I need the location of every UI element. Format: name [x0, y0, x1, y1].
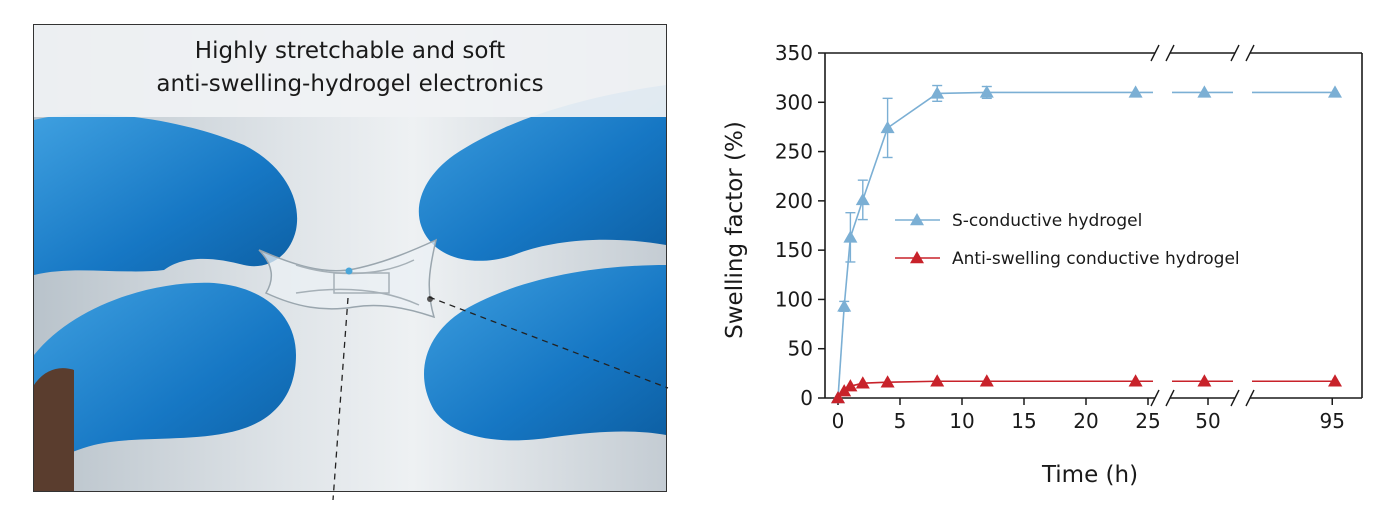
series-line-segment: [887, 92, 938, 129]
sensor-dot-blue: [345, 267, 353, 275]
data-point-marker: [979, 374, 994, 387]
series-s-conductive: [831, 84, 1342, 404]
y-axis-title: Swelling factor (%): [722, 121, 748, 339]
data-point-marker: [930, 86, 945, 99]
y-tick-label: 350: [775, 41, 813, 65]
y-tick-label: 300: [775, 90, 813, 114]
photo-title-banner: [34, 25, 666, 117]
data-point-marker: [1128, 85, 1143, 98]
y-tick-label: 50: [788, 337, 813, 361]
data-point-marker: [843, 230, 858, 243]
data-point-marker: [855, 376, 870, 389]
x-tick-label: 5: [894, 409, 907, 433]
series-line-segment: [837, 306, 845, 399]
x-axis-title: Time (h): [1041, 462, 1138, 488]
y-tick-label: 150: [775, 238, 813, 262]
y-axis: 0 50 100 150 200 250 300 350: [775, 41, 825, 410]
data-point-marker: [1328, 85, 1342, 98]
legend: S-conductive hydrogel Anti-swelling condu…: [895, 211, 1240, 269]
leader-line-down: [332, 297, 349, 501]
series-line-segment: [937, 91, 987, 95]
series-layer: [831, 84, 1342, 404]
photo-title: Highly stretchable and soft anti-swellin…: [34, 35, 666, 101]
axis-break-mark: [1245, 44, 1255, 62]
axis-break-mark: [1150, 389, 1160, 407]
y-tick-label: 200: [775, 189, 813, 213]
leader-line-right: [428, 296, 669, 389]
x-axis: 0 5 10 15 20 25 50 95: [832, 398, 1345, 433]
leader-lines: [332, 296, 669, 501]
series-line-segment: [887, 380, 938, 384]
axis-break-mark: [1150, 44, 1160, 62]
x-tick-label: 10: [949, 409, 974, 433]
axis-break-mark: [1230, 44, 1240, 62]
data-point-marker: [979, 85, 994, 98]
series-line-segment: [849, 199, 864, 238]
plot-frame: [824, 44, 1363, 407]
photo-title-line2: anti-swelling-hydrogel electronics: [156, 71, 544, 97]
y-tick-label: 0: [800, 386, 813, 410]
x-tick-label: 25: [1135, 409, 1160, 433]
photo-title-line1: Highly stretchable and soft: [194, 38, 506, 64]
glove-lower-left: [34, 282, 296, 470]
data-point-marker: [843, 379, 858, 392]
data-point-marker: [831, 391, 845, 404]
data-point-marker: [837, 299, 852, 312]
photo-panel: Highly stretchable and soft anti-swellin…: [33, 24, 667, 492]
x-tick-label: 15: [1011, 409, 1036, 433]
legend-label: Anti-swelling conductive hydrogel: [952, 249, 1240, 269]
data-point-marker: [1197, 85, 1212, 98]
legend-label: S-conductive hydrogel: [952, 211, 1142, 231]
axis-break-mark: [1245, 389, 1255, 407]
x-tick-label: 20: [1073, 409, 1098, 433]
data-point-marker: [880, 375, 895, 388]
series-line-segment: [862, 381, 888, 385]
data-point-marker: [1128, 374, 1143, 387]
y-tick-label: 100: [775, 287, 813, 311]
data-point-marker: [880, 120, 895, 134]
legend-marker: [910, 213, 924, 226]
legend-marker: [910, 251, 924, 264]
y-tick-label: 250: [775, 140, 813, 164]
data-point-marker: [855, 192, 870, 206]
axis-break-mark: [1165, 44, 1175, 62]
glove-lower-right: [424, 265, 666, 441]
series-line-segment: [843, 237, 852, 307]
data-point-marker: [1328, 374, 1342, 387]
x-tick-label: 95: [1320, 409, 1345, 433]
data-point-marker: [930, 374, 945, 387]
data-point-marker: [1197, 374, 1212, 387]
series-line-segment: [862, 127, 889, 201]
swelling-factor-chart: 0 50 100 150 200 250 300 350 0 5 10 15 20 25 50 95 Swe…: [722, 41, 1363, 488]
glove-upper-left: [34, 114, 298, 275]
series-anti-swelling: [831, 374, 1342, 404]
hands-stretching-hydrogel-illustration: [34, 85, 666, 491]
axis-break-mark: [1230, 389, 1240, 407]
axis-break-mark: [1165, 389, 1175, 407]
x-tick-label: 0: [832, 409, 845, 433]
glove-upper-right: [418, 85, 666, 261]
x-tick-label: 50: [1195, 409, 1220, 433]
